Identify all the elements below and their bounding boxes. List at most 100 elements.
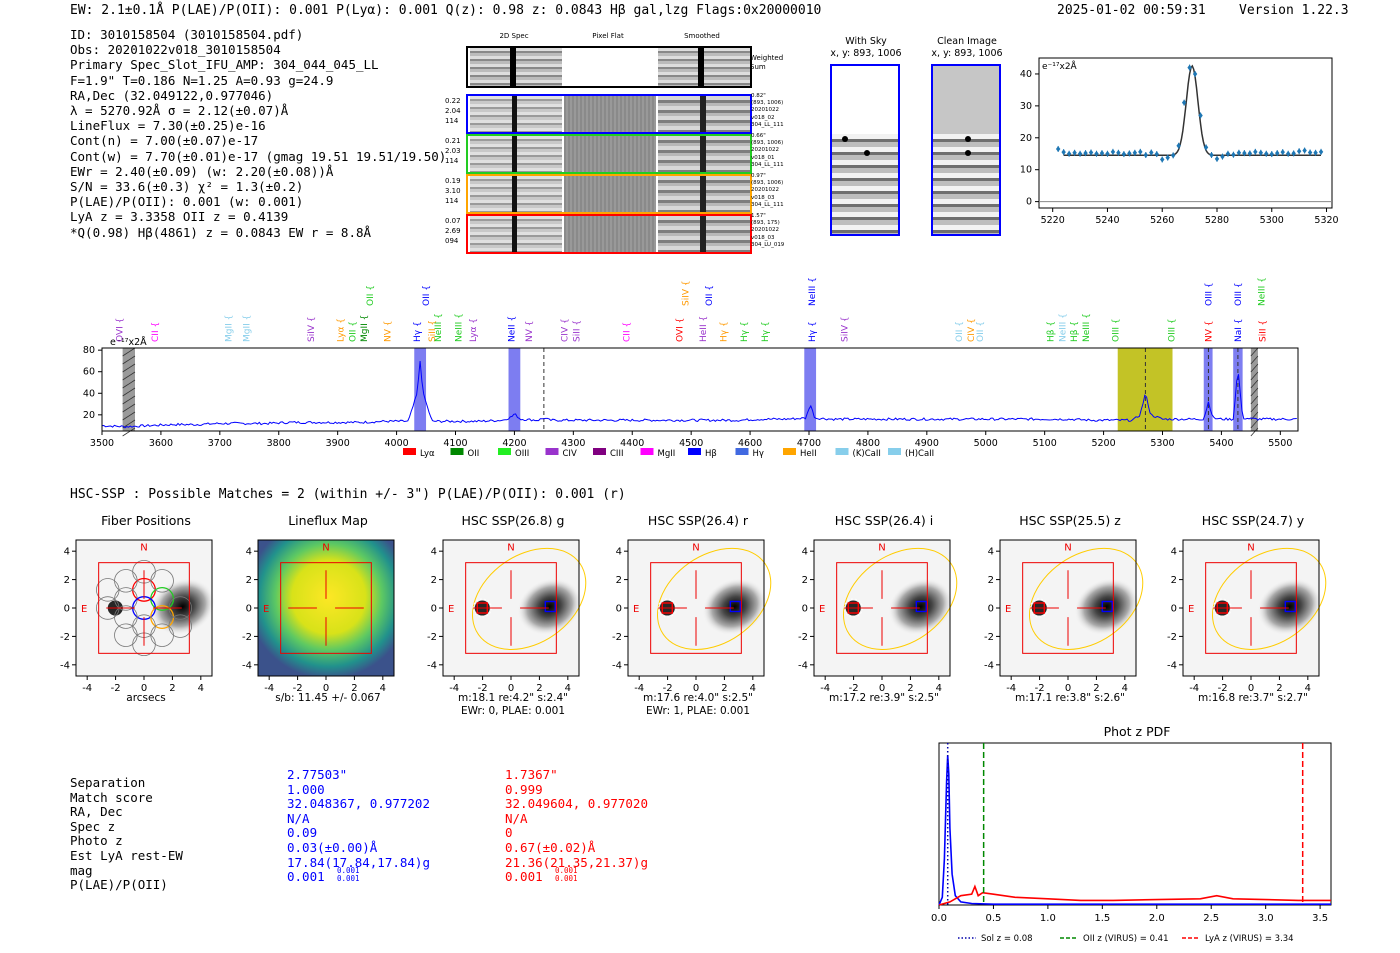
- legend-swatch: [450, 448, 464, 455]
- data-point: [1165, 154, 1170, 161]
- x-tick-label: -4: [634, 683, 644, 694]
- x-tick-label: 4500: [679, 438, 703, 449]
- fiber-stat-value: 0.22: [445, 97, 461, 105]
- imaging-panel: N E 4 2 0 -2 -4 -4 -2 0 2 4: [60, 539, 215, 694]
- x-tick-label: 5300: [1260, 215, 1284, 226]
- hatch-line: [1250, 379, 1259, 389]
- cutout-image: [658, 176, 750, 212]
- data-point: [1192, 70, 1198, 77]
- cutout-image: [470, 96, 562, 132]
- match-table: Separation Match score RA, Dec Spec z Photo …: [70, 767, 870, 897]
- line-label: CIV {: [967, 318, 977, 342]
- hatch-line: [122, 363, 136, 373]
- fiber-info-value: v018_03: [751, 234, 775, 241]
- legend-label: OII z (VIRUS) = 0.41: [1083, 934, 1169, 944]
- x-tick-label: 4: [1305, 683, 1311, 694]
- y-tick-label: 2: [431, 575, 437, 586]
- photz-title: Phot z PDF: [1104, 724, 1171, 739]
- match-box-blue: [1284, 600, 1296, 613]
- line-label-text: Lyα {: [337, 318, 347, 342]
- compass-east: E: [1005, 604, 1011, 615]
- hatch-line: [1250, 347, 1259, 357]
- cutout-image: [564, 216, 656, 252]
- x-tick-label: 3700: [208, 438, 232, 449]
- panel-caption: m:17.1 re:3.8" s:2.6": [1015, 692, 1125, 704]
- compass-north: N: [692, 543, 699, 554]
- fiber-info-value: v018_01: [751, 154, 775, 161]
- fiber-info-value: v018_02: [751, 114, 775, 121]
- x-tick-label: 5500: [1268, 438, 1292, 449]
- info-line: *Q(0.98) Hβ(4861) z = 0.0843 EW r = 8.8Å: [70, 224, 372, 240]
- match-label: mag: [70, 862, 93, 878]
- panel-title: Fiber Positions: [101, 513, 191, 528]
- fiber-info-value: (893, 1006): [751, 140, 784, 147]
- fiber-info-value: 20201022: [751, 227, 779, 234]
- imaging-panel: N E 4 2 0 -2 -4 -4 -2 0 2 4: [612, 539, 772, 694]
- match-label: Est LyA rest-EW: [70, 848, 183, 863]
- fiber-info-value: 304_LU_019: [751, 241, 785, 248]
- x-tick-label: -4: [820, 683, 830, 694]
- info-line: RA,Dec (32.049122,0.977046): [70, 87, 274, 103]
- y-tick-label: -2: [242, 632, 252, 643]
- fiber-info-value: 20201022: [751, 187, 779, 194]
- line-label-text: SiII {: [572, 320, 582, 342]
- x-tick-label: 0: [693, 683, 699, 694]
- line-label: NeIII {: [1082, 313, 1092, 342]
- fiber-info-value: 304_LL_111: [751, 161, 784, 168]
- compass-east: E: [633, 604, 639, 615]
- line-label-text: OVI {: [116, 318, 126, 342]
- fiber-stat-value: 0.07: [445, 217, 461, 225]
- fiber-cutout-row: [466, 214, 752, 254]
- legend-swatch: [835, 448, 849, 455]
- y-tick-label: -4: [1167, 660, 1177, 671]
- match-subsup: 0.001 0.001: [337, 867, 360, 883]
- data-point: [1072, 149, 1077, 156]
- line-label: OIII {: [1111, 318, 1121, 342]
- fiber-info: 0.97" (893, 1006) 20201022 v018_03 304_LL_11…: [751, 173, 784, 209]
- match1-value: N/A: [287, 810, 310, 826]
- line-label-text: SiII {: [428, 320, 438, 342]
- compass-north: N: [140, 543, 147, 554]
- hatch-line: [1250, 419, 1259, 429]
- legend-label: CIII: [610, 449, 623, 459]
- line-label-text: Hβ {: [1047, 321, 1057, 342]
- fiber-stats: 0.22 2.04 114: [445, 96, 461, 126]
- data-point: [1220, 153, 1225, 160]
- y-unit-label: e⁻¹⁷x2Å: [110, 336, 147, 348]
- line-label: SiIV {: [307, 316, 317, 342]
- imaging-panels: Fiber Positions N E 4 2 0 -2 -4 -4 -2 0 2 4 arcsecs Li…: [40, 510, 1400, 725]
- x-tick-label: 2: [351, 683, 357, 694]
- hatch-line: [122, 403, 136, 413]
- x-tick-label: 4700: [797, 438, 821, 449]
- shaded-region: [1203, 348, 1213, 431]
- x-tick-label: 4200: [502, 438, 526, 449]
- line-label-text: OII {: [955, 321, 965, 342]
- data-point: [1247, 150, 1253, 157]
- info-line: P(LAE)/P(OII): 0.001 (w: 0.001): [70, 194, 304, 210]
- x-tick-label: 0: [508, 683, 514, 694]
- match2-value: 0.67(±0.02)Å: [505, 840, 596, 855]
- line-label-text: NeIII {: [454, 313, 464, 342]
- info-line: LyA z = 3.3358 OII z = 0.4139: [70, 209, 289, 225]
- hatch-line: [122, 387, 136, 397]
- line-label: NV {: [525, 321, 535, 342]
- panel-title: HSC SSP(25.5) z: [1019, 513, 1121, 528]
- legend-swatch: [783, 448, 796, 455]
- line-label-text: Hβ {: [1070, 321, 1080, 342]
- line-label: MgII {: [225, 315, 235, 342]
- line-label-text: NeIII {: [1257, 277, 1267, 306]
- line-label: SiII {: [572, 320, 582, 342]
- data-point: [1138, 148, 1143, 155]
- line-label-text: CII {: [151, 322, 161, 342]
- fiber-info-value: 0.82": [751, 93, 766, 99]
- line-label-text: CIV {: [967, 318, 977, 342]
- hatch-line: [122, 355, 136, 365]
- y-tick-label: -2: [1167, 632, 1177, 643]
- panel-title: Lineflux Map: [288, 513, 368, 528]
- y-tick-label: 0: [64, 604, 70, 615]
- match1-value: 0.001: [287, 869, 325, 885]
- x-tick-label: 5320: [1314, 215, 1338, 226]
- x-tick-label: 0: [323, 683, 329, 694]
- line-label: NaI {: [1234, 319, 1244, 343]
- y-tick-label: 80: [83, 345, 95, 356]
